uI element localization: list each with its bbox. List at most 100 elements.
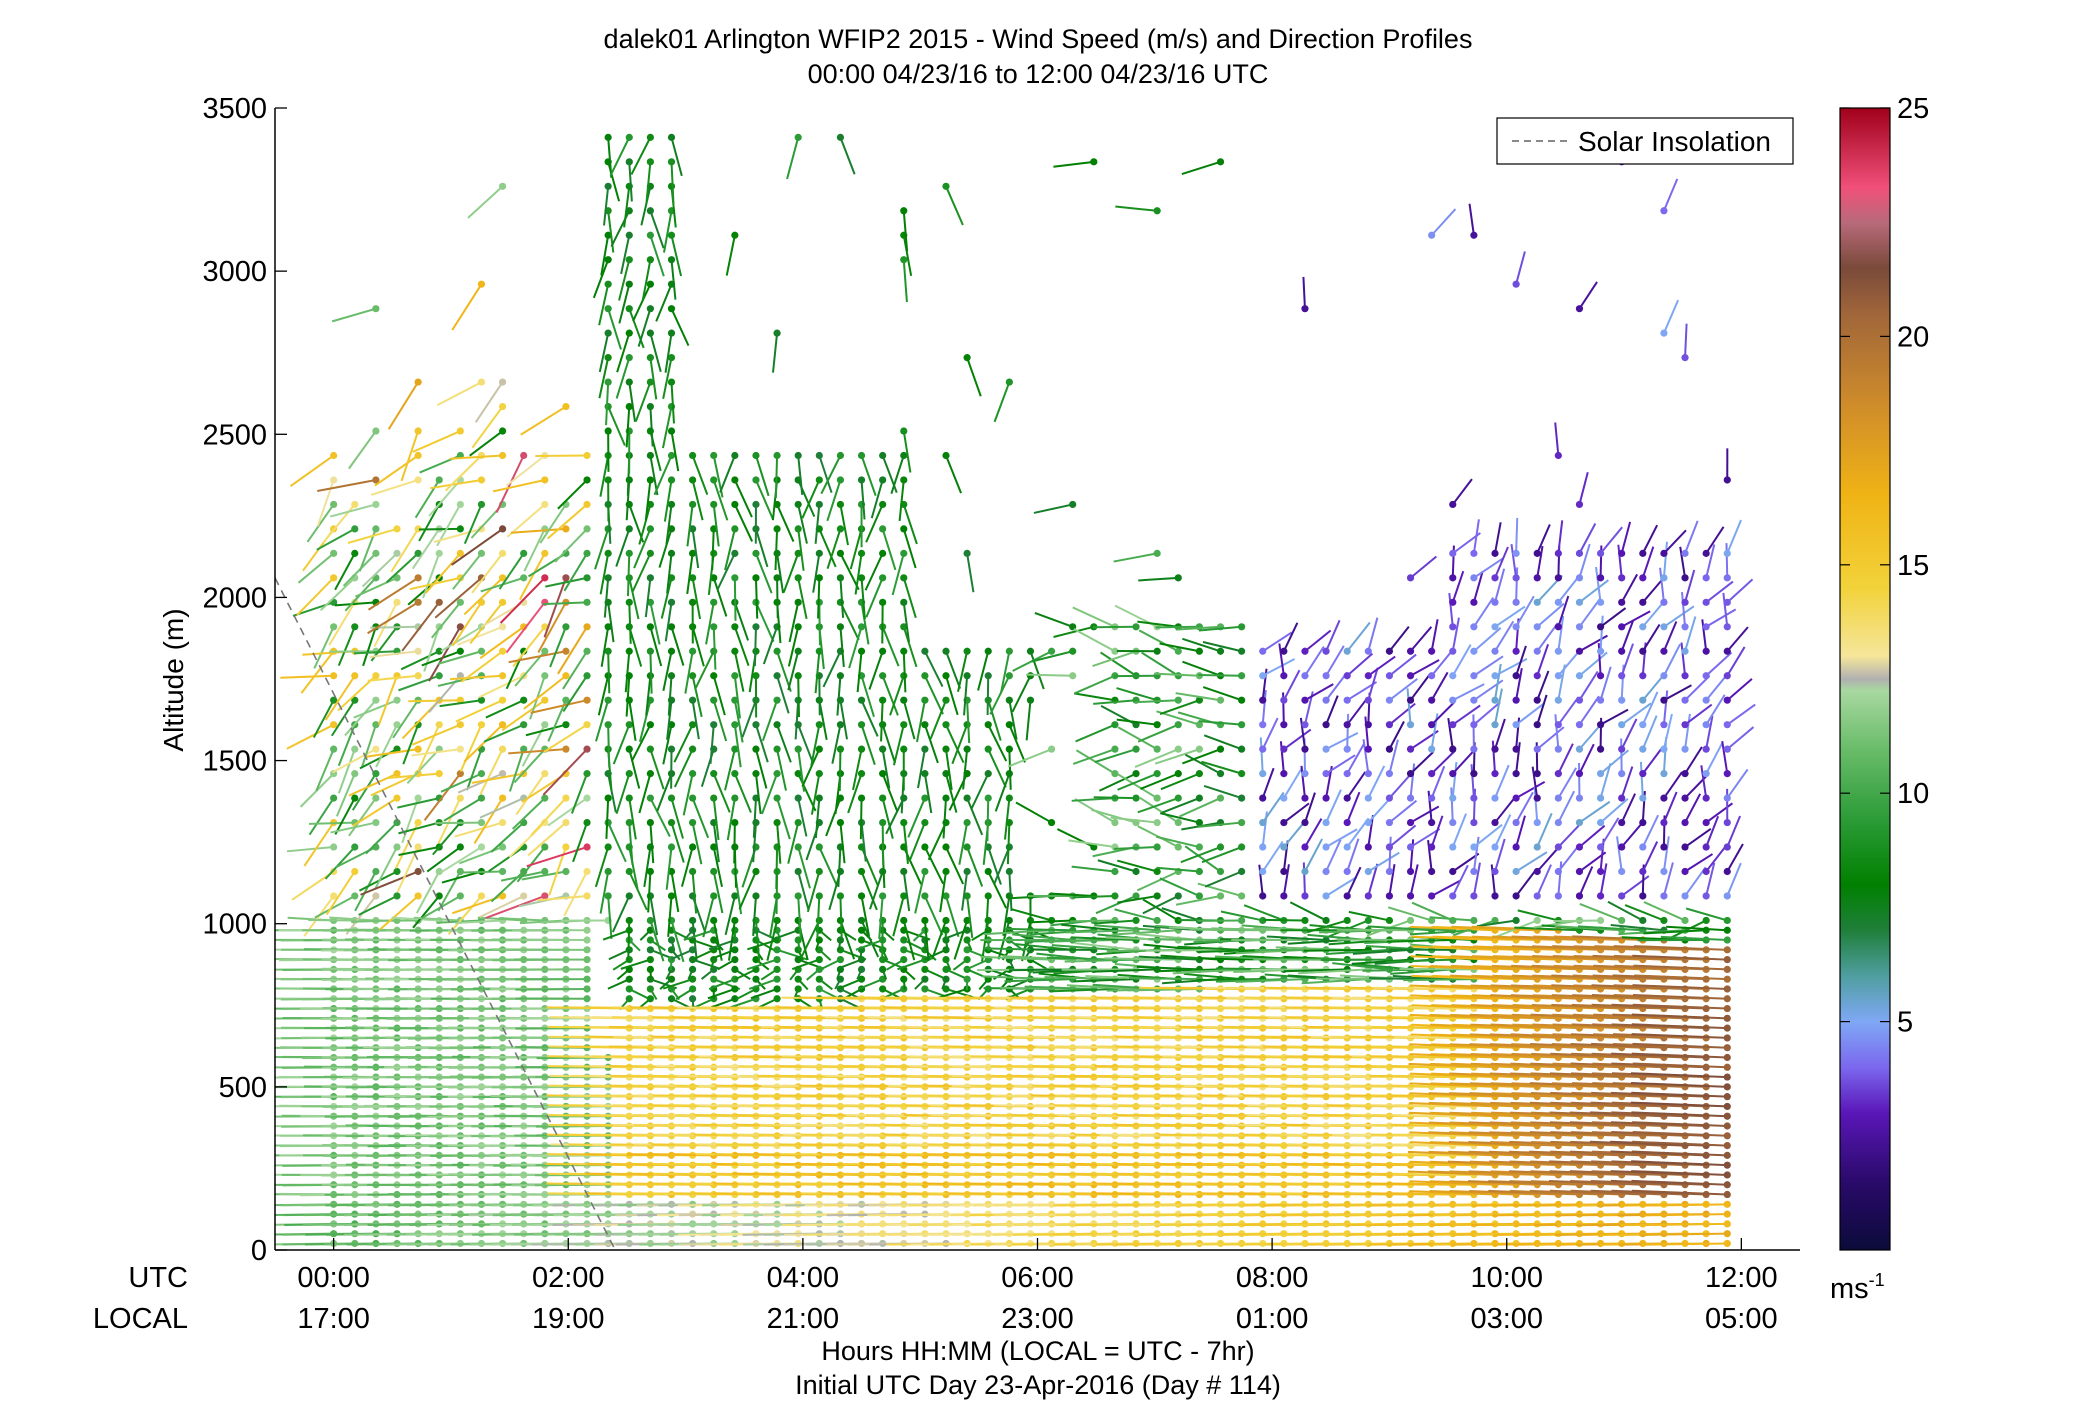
wind-barb-shaft (1261, 767, 1275, 799)
wind-barb-dot (351, 672, 359, 680)
wind-barb-dot (1195, 794, 1203, 802)
wind-barb-shaft (1161, 907, 1200, 922)
wind-barb-shaft (570, 773, 588, 814)
wind-barb-shaft (426, 846, 461, 873)
wind-barb-shaft (839, 504, 849, 546)
wind-barb-dot (393, 598, 401, 606)
wind-barb-shaft (945, 749, 953, 791)
wind-barb-shaft (1137, 620, 1179, 628)
wind-barb-shaft (897, 958, 926, 971)
wind-barb-dot (1132, 892, 1140, 900)
wind-barb-dot (1005, 745, 1013, 753)
wind-barb-dot (1069, 500, 1077, 509)
wind-barb-dot (498, 721, 507, 729)
wind-barb-dot (857, 623, 866, 631)
wind-barb-shaft (1282, 864, 1290, 897)
wind-barb-dot (731, 818, 739, 827)
wind-barb-dot (1153, 867, 1161, 876)
wind-barb-shaft (638, 699, 652, 742)
wind-barb-shaft (456, 625, 503, 646)
wind-barb-dot (689, 574, 697, 582)
wind-barb-shaft (691, 479, 704, 521)
wind-barb-dot (921, 916, 929, 925)
wind-barb-dot (1216, 770, 1225, 778)
wind-barb-dot (984, 892, 992, 900)
wind-barb-dot (963, 354, 971, 362)
wind-barb-shaft (924, 968, 947, 981)
wind-barb-dot (1153, 549, 1161, 557)
wind-barb-dot (1195, 745, 1203, 753)
wind-barb-shaft (1074, 942, 1137, 951)
wind-barb-shaft (449, 674, 503, 681)
wind-barb-shaft (902, 235, 913, 276)
wind-barb-dot (1322, 818, 1330, 827)
wind-barb-dot (879, 451, 887, 460)
wind-barb-shaft (624, 651, 631, 693)
wind-barb-dot (1090, 158, 1098, 166)
wind-barb-dot (498, 402, 507, 411)
wind-barb-dot (456, 549, 464, 557)
wind-barb-shaft (625, 675, 631, 717)
wind-barb-shaft (1346, 652, 1374, 677)
wind-barb-dot (393, 892, 401, 900)
wind-barb-shaft (752, 822, 757, 863)
wind-barb-shaft (961, 871, 969, 911)
wind-barb-shaft (1175, 625, 1221, 631)
wind-barb-dot (583, 956, 591, 964)
wind-barb-shaft (812, 553, 821, 593)
wind-barb-shaft (344, 699, 377, 737)
wind-barb-dot (879, 476, 887, 484)
wind-barb-dot (1216, 745, 1225, 753)
wind-barb-dot (710, 598, 718, 606)
wind-barb-dot (667, 745, 676, 753)
wind-barb-dot (646, 647, 654, 655)
wind-barb-shaft (1289, 901, 1327, 922)
wind-barb-shaft (826, 528, 842, 569)
wind-barb-dot (372, 721, 380, 729)
wind-barb-shaft (637, 308, 652, 347)
wind-barb-dot (583, 892, 591, 900)
wind-barb-dot (963, 745, 971, 753)
wind-barb-shaft (881, 626, 900, 667)
wind-barb-dot (773, 794, 781, 802)
wind-barb-shaft (923, 920, 930, 962)
wind-barb-dot (330, 549, 338, 557)
wind-barb-dot (900, 696, 908, 704)
wind-barb-shaft (451, 601, 483, 647)
wind-barb-dot (498, 378, 507, 386)
wind-barb-shaft (966, 797, 984, 836)
wind-barb-shaft (746, 958, 778, 971)
wind-barb-shaft (1111, 929, 1179, 936)
wind-barb-shaft (412, 895, 441, 929)
wind-barb-shaft (852, 748, 863, 791)
wind-barb-shaft (1325, 731, 1359, 751)
wind-barb-shaft (520, 405, 567, 436)
wind-barb-dot (689, 985, 697, 993)
wind-barb-shaft (797, 577, 808, 619)
wind-barb-dot (1174, 770, 1182, 778)
wind-barb-dot (963, 549, 971, 557)
wind-barb-shaft (479, 748, 504, 795)
wind-barb-dot (794, 985, 802, 993)
wind-barb-shaft (1182, 660, 1221, 677)
wind-barb-shaft (902, 528, 917, 569)
wind-barb-dot (477, 525, 486, 533)
wind-barb-shaft (1202, 641, 1242, 653)
wind-barb-dot (900, 207, 908, 215)
wind-barb-dot (773, 574, 781, 582)
wind-barb-dot (541, 672, 549, 680)
wind-barb-dot (1174, 745, 1182, 753)
wind-barb-shaft (649, 797, 671, 838)
wind-barb-shaft (917, 748, 926, 789)
wind-barb-shaft (1117, 772, 1158, 791)
wind-barb-dot (1153, 843, 1161, 851)
wind-barb-dot (667, 158, 676, 166)
wind-barb-shaft (428, 626, 462, 682)
wind-barb-dot (1259, 818, 1267, 827)
wind-barb-shaft (592, 259, 610, 299)
chart-title: dalek01 Arlington WFIP2 2015 - Wind Spee… (604, 24, 1473, 54)
wind-barb-dot (1238, 916, 1246, 925)
wind-barb-shaft (733, 626, 750, 667)
wind-barb-shaft (860, 871, 878, 911)
wind-barb-dot (625, 231, 633, 239)
